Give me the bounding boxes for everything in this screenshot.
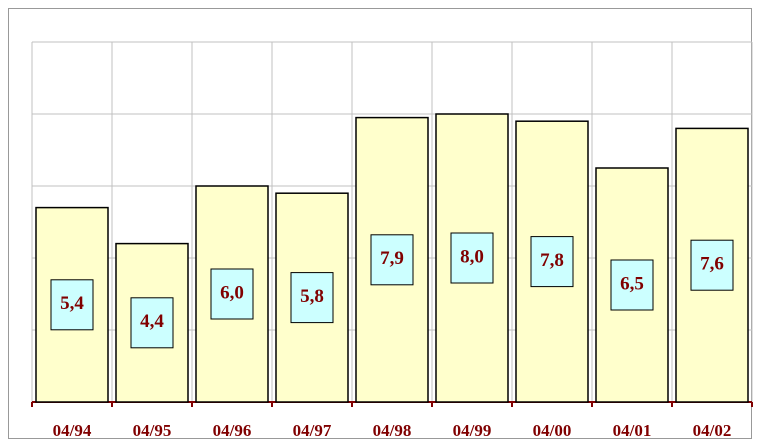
- x-tick-label: 04/98: [373, 421, 412, 440]
- value-label: 5,8: [300, 286, 324, 307]
- value-label-box: [130, 297, 174, 349]
- value-label: 7,8: [540, 250, 564, 271]
- x-tick-label: 04/97: [293, 421, 332, 440]
- value-label-box: [50, 279, 94, 331]
- x-tick-label: 04/96: [213, 421, 252, 440]
- value-label-box: [290, 272, 334, 324]
- value-label-box: [210, 268, 254, 320]
- x-tick-label: 04/00: [533, 421, 572, 440]
- value-label-box: [690, 239, 734, 291]
- value-label: 6,0: [220, 282, 244, 303]
- x-tick-label: 04/94: [53, 421, 92, 440]
- value-label: 7,9: [380, 248, 404, 269]
- value-label: 4,4: [140, 311, 164, 332]
- value-label-box: [610, 259, 654, 311]
- bar: [355, 116, 429, 403]
- value-label: 7,6: [700, 254, 724, 275]
- x-tick-label: 04/01: [613, 421, 652, 440]
- x-tick-label: 04/02: [693, 421, 732, 440]
- value-label-box: [370, 234, 414, 286]
- x-tick-label: 04/95: [133, 421, 172, 440]
- value-label: 5,4: [60, 293, 84, 314]
- value-label-box: [450, 232, 494, 284]
- value-label: 8,0: [460, 246, 484, 267]
- value-label-box: [530, 236, 574, 288]
- value-label: 6,5: [620, 273, 644, 294]
- x-tick-label: 04/99: [453, 421, 492, 440]
